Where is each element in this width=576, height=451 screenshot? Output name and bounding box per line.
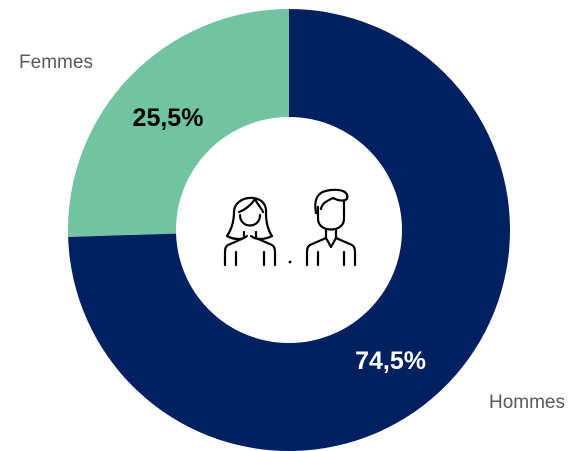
value-label-hommes: 74,5%: [355, 347, 426, 375]
category-label-femmes: Femmes: [19, 52, 93, 73]
donut-hole: [176, 117, 402, 343]
separator-dot: [288, 260, 292, 264]
man-icon: [305, 188, 357, 267]
category-label-hommes: Hommes: [489, 392, 565, 413]
labels-group: 25,5% Femmes 74,5% Hommes: [19, 52, 565, 413]
woman-icon: [223, 196, 277, 267]
center-icons: [223, 188, 357, 267]
value-label-femmes: 25,5%: [133, 104, 204, 132]
